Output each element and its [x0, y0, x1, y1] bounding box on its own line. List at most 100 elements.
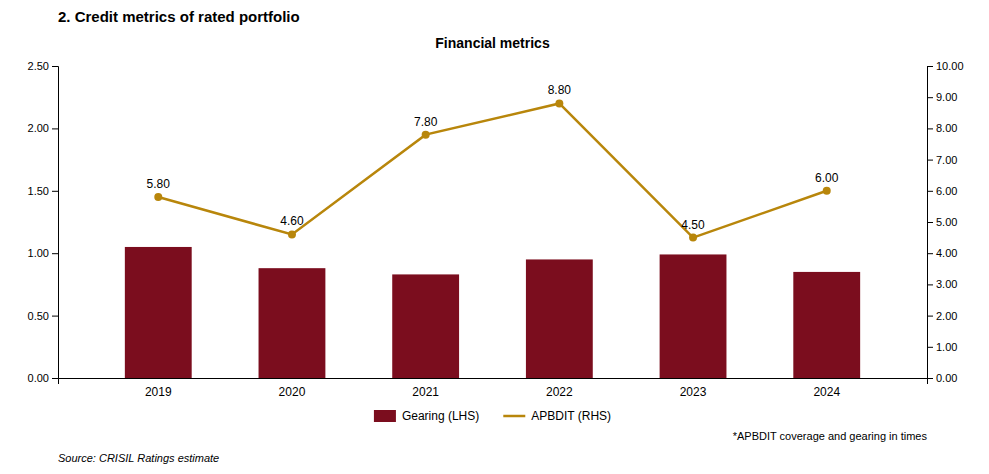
- tick: 9.00: [927, 91, 957, 103]
- data-label: 4.60: [280, 214, 304, 228]
- tick-mark: [927, 191, 933, 192]
- annotation: Source: CRISIL Ratings estimate: [58, 452, 219, 464]
- tick-mark: [52, 191, 58, 192]
- plot: 0.00 0.50 1.00 1.50 2.00 2.50 0.00 1.00 2.00 3.00…: [28, 60, 964, 399]
- legend-item: APBDIT (RHS): [503, 409, 611, 423]
- tick-mark: [927, 160, 933, 161]
- markers: [154, 99, 830, 241]
- tick-label: 0.00: [28, 372, 49, 384]
- marker: [422, 131, 430, 139]
- tick-label: 7.00: [936, 154, 957, 166]
- tick-mark: [927, 284, 933, 285]
- annotation: *APBDIT coverage and gearing in times: [733, 430, 928, 442]
- tick-mark: [927, 222, 933, 223]
- tick: 2019: [145, 385, 172, 399]
- tick-mark: [927, 128, 933, 129]
- marker: [154, 193, 162, 201]
- tick-label: 1.00: [28, 247, 49, 259]
- tick-mark: [927, 66, 933, 67]
- tick-label: 2019: [145, 385, 172, 399]
- tick: 2024: [813, 385, 840, 399]
- tick: 2020: [279, 385, 306, 399]
- tick: 8.00: [927, 122, 957, 134]
- tick-label: 2.50: [28, 60, 49, 72]
- tick-mark: [52, 128, 58, 129]
- tick-label: 1.00: [936, 341, 957, 353]
- subtitle: Financial metrics: [435, 35, 550, 51]
- tick-label: 3.00: [936, 278, 957, 290]
- tick-mark: [927, 316, 933, 317]
- tick-mark: [927, 347, 933, 348]
- tick: 1.00: [28, 247, 58, 259]
- tick-label: 2024: [813, 385, 840, 399]
- tick: 2.00: [927, 310, 957, 322]
- tick-mark: [927, 97, 933, 98]
- marker: [288, 230, 296, 238]
- tick-label: 6.00: [936, 185, 957, 197]
- tick-label: 1.50: [28, 185, 49, 197]
- tick-label: 2.00: [28, 122, 49, 134]
- tick: 2022: [546, 385, 573, 399]
- tick: 4.00: [927, 247, 957, 259]
- data-label: 4.50: [681, 218, 705, 232]
- legend-label: APBDIT (RHS): [531, 409, 611, 423]
- tick: 0.50: [28, 310, 58, 322]
- y2-axis: 0.00 1.00 2.00 3.00 4.00 5.00 6.00 7.00 8.00 9.00…: [927, 60, 964, 384]
- tick: 5.00: [927, 216, 957, 228]
- tick-mark: [52, 66, 58, 67]
- tick: 2023: [680, 385, 707, 399]
- marker: [823, 187, 831, 195]
- tick: 2021: [412, 385, 439, 399]
- tick: 1.00: [927, 341, 957, 353]
- axis-line: [59, 379, 928, 385]
- x-axis: 2019 2020 2021 2022 2023 2024: [59, 379, 928, 399]
- tick-label: 0.50: [28, 310, 49, 322]
- tick-mark: [52, 253, 58, 254]
- tick-label: 2023: [680, 385, 707, 399]
- marker: [689, 234, 697, 242]
- chart: 2. Credit metrics of rated portfolio Fina…: [0, 0, 989, 474]
- legend-swatch: [503, 415, 525, 418]
- bar: [392, 274, 459, 378]
- tick-label: 5.00: [936, 216, 957, 228]
- axis-line: [928, 67, 934, 379]
- tick: 1.50: [28, 185, 58, 197]
- tick-label: 10.00: [936, 60, 964, 72]
- bar: [526, 259, 593, 378]
- tick-label: 2020: [279, 385, 306, 399]
- line: [158, 103, 826, 237]
- tick: 2.50: [28, 60, 58, 72]
- tick-mark: [52, 378, 58, 379]
- tick-label: 0.00: [936, 372, 957, 384]
- tick-label: 8.00: [936, 122, 957, 134]
- tick-label: 2021: [412, 385, 439, 399]
- chart-container: 2. Credit metrics of rated portfolio Fina…: [0, 0, 989, 474]
- data-label: 8.80: [548, 83, 572, 97]
- bar: [660, 254, 727, 378]
- legend: Gearing (LHS)APBDIT (RHS): [374, 409, 611, 423]
- data-label: 6.00: [815, 171, 839, 185]
- tick-label: 2022: [546, 385, 573, 399]
- y-axis: 0.00 0.50 1.00 1.50 2.00 2.50: [28, 60, 59, 384]
- title: 2. Credit metrics of rated portfolio: [58, 8, 300, 25]
- marker: [555, 99, 563, 107]
- data-labels: 5.804.607.808.804.506.00: [147, 83, 839, 231]
- bar-series: [125, 247, 860, 378]
- tick: 3.00: [927, 278, 957, 290]
- tick-mark: [52, 316, 58, 317]
- tick: 2.00: [28, 122, 58, 134]
- data-label: 5.80: [147, 177, 171, 191]
- bar: [125, 247, 192, 378]
- tick: 6.00: [927, 185, 957, 197]
- tick-mark: [927, 253, 933, 254]
- axis-line: [52, 67, 59, 379]
- bar: [259, 268, 326, 378]
- legend-swatch: [374, 410, 396, 422]
- tick-label: 9.00: [936, 91, 957, 103]
- tick: 7.00: [927, 154, 957, 166]
- tick: 0.00: [927, 372, 957, 384]
- tick-label: 4.00: [936, 247, 957, 259]
- tick: 0.00: [28, 372, 58, 384]
- tick: 10.00: [927, 60, 964, 72]
- marks: [125, 99, 860, 378]
